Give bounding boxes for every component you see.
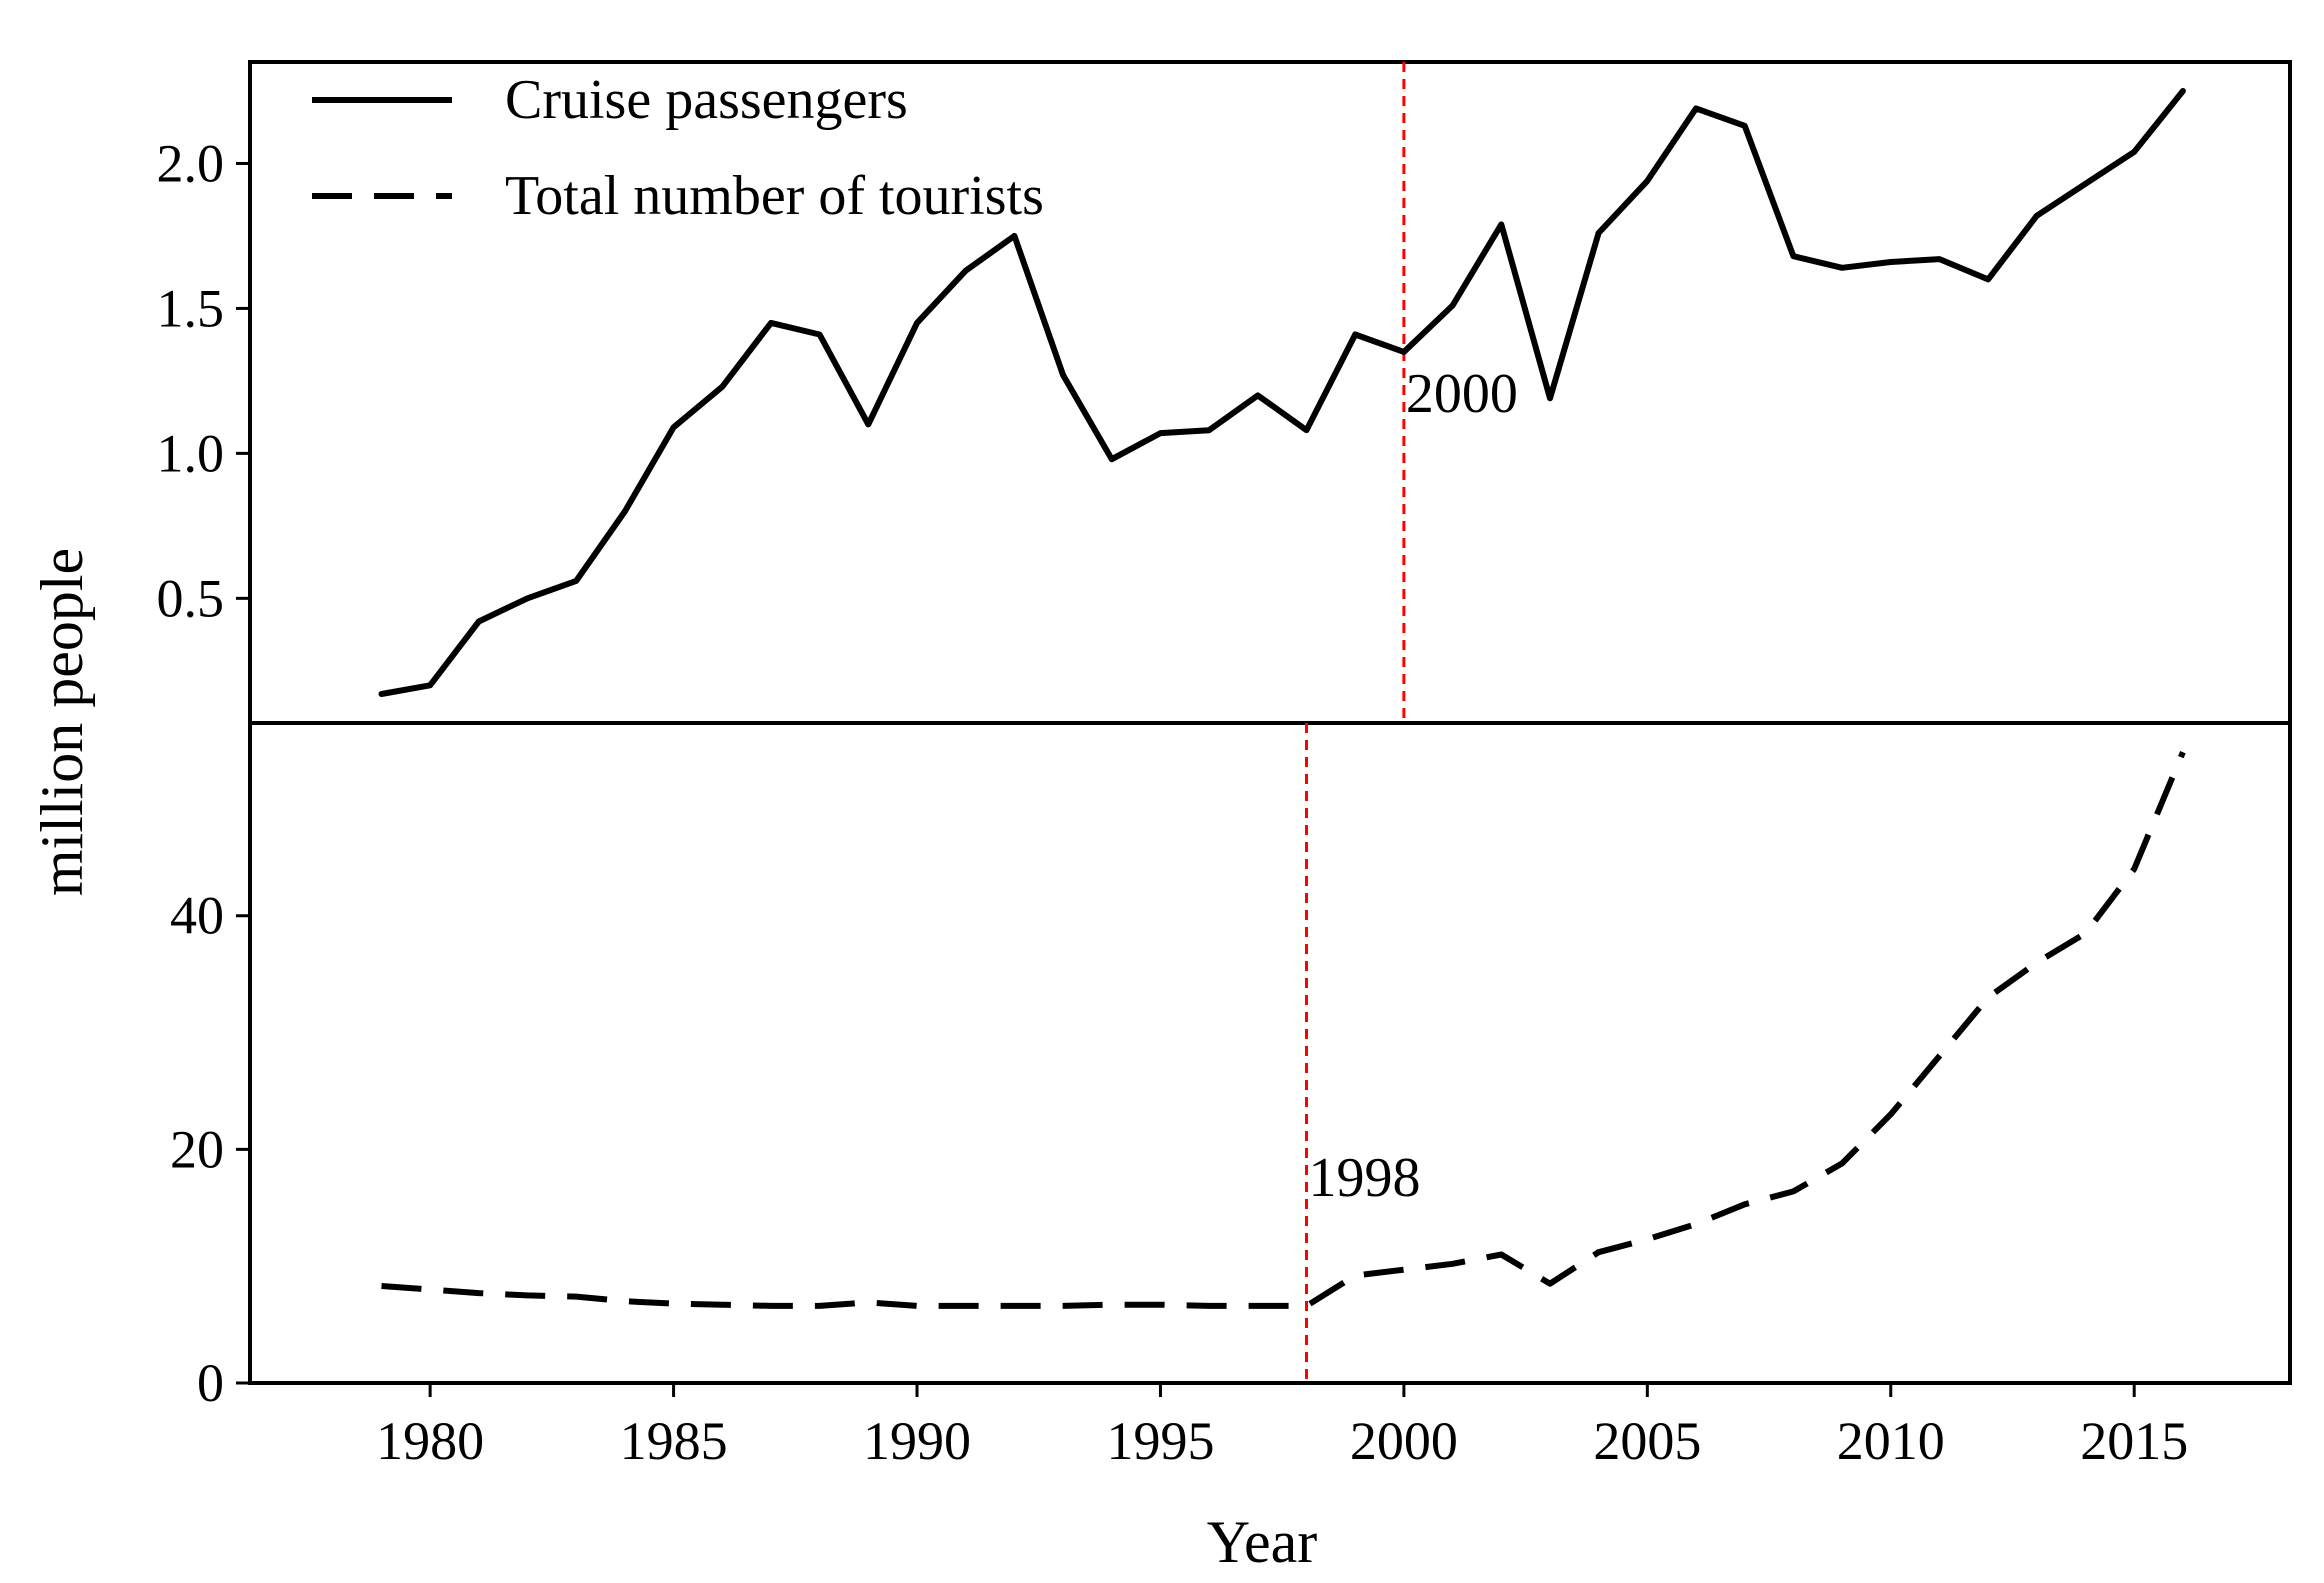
x-axis-label: Year xyxy=(1207,1509,1318,1575)
top-marker-label: 2000 xyxy=(1406,363,1518,425)
bottom-y-tick-label: 0 xyxy=(197,1353,224,1413)
legend-label-cruise: Cruise passengers xyxy=(505,69,908,131)
top-y-tick-label: 1.5 xyxy=(157,278,225,338)
x-tick-label: 2005 xyxy=(1593,1411,1701,1471)
top-y-tick-label: 1.0 xyxy=(157,423,225,483)
top-panel: 0.5 1.0 1.5 2.0 2000 xyxy=(157,60,2292,725)
x-tick-label: 1990 xyxy=(863,1411,971,1471)
bottom-y-tick-label: 40 xyxy=(170,886,224,946)
y-axis-label: million people xyxy=(29,548,95,896)
x-tick-label: 1995 xyxy=(1106,1411,1214,1471)
x-tick-label: 1985 xyxy=(620,1411,728,1471)
x-axis: 1980 1985 1990 1995 2000 2005 2010 2015 xyxy=(376,1383,2188,1471)
bottom-panel: 0 20 40 1998 xyxy=(170,721,2292,1413)
top-y-axis: 0.5 1.0 1.5 2.0 xyxy=(157,133,250,628)
x-tick-label: 2000 xyxy=(1350,1411,1458,1471)
total-tourists-line xyxy=(381,751,2186,1309)
top-y-tick-label: 0.5 xyxy=(157,568,225,628)
cruise-passengers-line xyxy=(378,88,2186,697)
top-y-tick-label: 2.0 xyxy=(157,133,225,193)
bottom-y-axis: 0 20 40 xyxy=(170,886,250,1413)
bottom-y-tick-label: 20 xyxy=(170,1119,224,1179)
bottom-marker-label: 1998 xyxy=(1309,1147,1421,1209)
x-tick-label: 1980 xyxy=(376,1411,484,1471)
x-tick-label: 2010 xyxy=(1837,1411,1945,1471)
x-tick-label: 2015 xyxy=(2080,1411,2188,1471)
legend: Cruise passengers Total number of touris… xyxy=(312,69,1044,227)
legend-label-tourists: Total number of tourists xyxy=(505,165,1044,227)
top-panel-frame xyxy=(248,60,2292,725)
bottom-panel-frame xyxy=(248,721,2292,1385)
